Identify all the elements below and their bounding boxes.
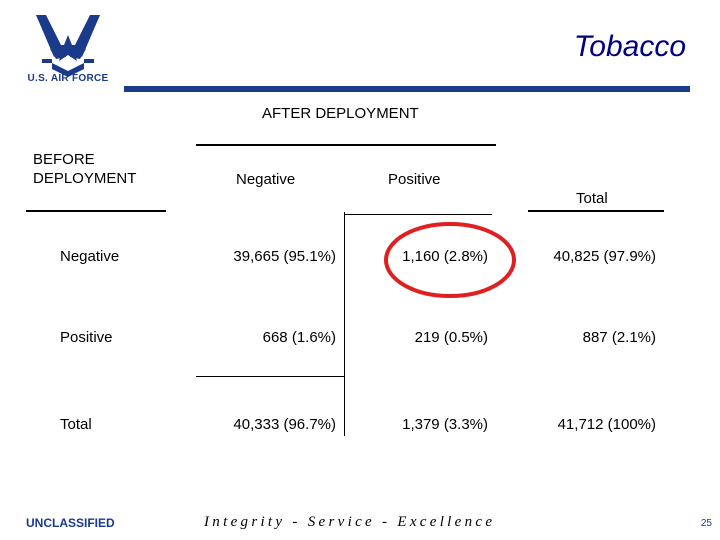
col-header-total: Total xyxy=(576,190,608,207)
cell-total-pos: 1,379 (3.3%) xyxy=(402,416,488,433)
after-deployment-header: AFTER DEPLOYMENT xyxy=(262,105,419,122)
before-deployment-rule xyxy=(26,210,166,212)
cell-total-total: 41,712 (100%) xyxy=(557,416,656,433)
total-header-rule xyxy=(528,210,664,212)
cell-total-neg: 40,333 (96.7%) xyxy=(233,416,336,433)
cell-pos-pos: 219 (0.5%) xyxy=(414,329,488,346)
col-header-positive: Positive xyxy=(388,171,441,188)
slide-title: Tobacco xyxy=(573,30,686,63)
neg-col-bottom-rule xyxy=(196,376,344,377)
before-deployment-header: BEFORE DEPLOYMENT xyxy=(33,151,137,187)
air-force-wings-icon xyxy=(36,15,100,77)
highlight-circle xyxy=(384,222,516,298)
after-deployment-rule xyxy=(196,144,496,146)
col-header-negative: Negative xyxy=(236,171,296,188)
motto: Integrity - Service - Excellence xyxy=(204,514,496,530)
cell-neg-total: 40,825 (97.9%) xyxy=(553,248,656,265)
positive-col-top-rule xyxy=(344,214,492,215)
row-label-positive: Positive xyxy=(60,329,113,346)
row-label-negative: Negative xyxy=(60,248,120,265)
org-wordmark: U.S. AIR FORCE xyxy=(27,73,109,84)
cell-neg-pos: 1,160 (2.8%) xyxy=(402,248,488,265)
classification-label: UNCLASSIFIED xyxy=(26,516,115,530)
title-rule xyxy=(124,86,690,92)
cell-neg-neg: 39,665 (95.1%) xyxy=(233,248,336,265)
page-number: 25 xyxy=(700,518,712,529)
cell-pos-neg: 668 (1.6%) xyxy=(262,329,336,346)
column-divider xyxy=(344,212,345,436)
cell-pos-total: 887 (2.1%) xyxy=(582,329,656,346)
row-label-total: Total xyxy=(60,416,92,433)
